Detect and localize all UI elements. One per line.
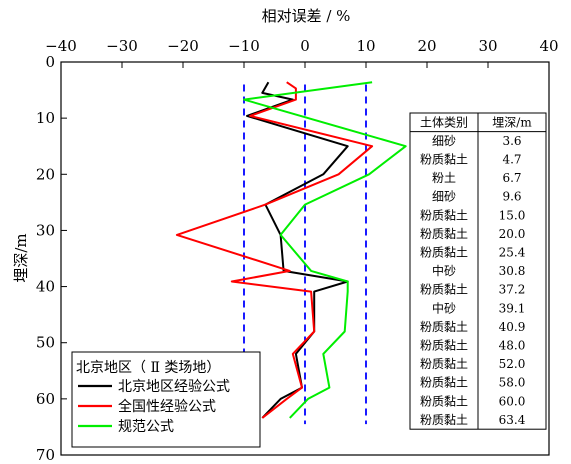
table-cell-soil: 粉质黏土 (420, 376, 468, 390)
table-cell-depth: 20.0 (499, 227, 526, 241)
table-cell-depth: 6.7 (502, 171, 521, 185)
y-tick-label: 20 (36, 165, 55, 183)
table-cell-depth: 58.0 (499, 376, 526, 390)
table-cell-soil: 粉质黏土 (420, 227, 468, 241)
table-cell-soil: 粉质黏土 (420, 283, 468, 297)
x-axis-title: 相对误差 / % (262, 7, 351, 25)
table-cell-soil: 粉质黏土 (420, 357, 468, 371)
table-cell-depth: 30.8 (499, 264, 526, 278)
table-cell-soil: 中砂 (432, 263, 456, 278)
table-cell-depth: 39.1 (499, 301, 526, 315)
table-cell-soil: 粉土 (432, 171, 456, 185)
y-axis-ticks: 0 10 20 30 40 50 60 70 (36, 53, 67, 464)
table-cell-soil: 粉质黏土 (420, 320, 468, 334)
table-cell-soil: 粉质黏土 (420, 394, 468, 408)
table-header-cell: 埋深/m (492, 115, 532, 129)
x-axis-ticks: −40 −30 −20 −10 0 10 20 30 40 (45, 37, 559, 68)
table-header-cell: 土体类别 (420, 115, 468, 129)
soil-depth-table: 土体类别 埋深/m 细砂 3.6 粉质黏土 4.7 粉土 6.7 细砂 9.6 粉质黏土 15.0 粉质… (409, 112, 547, 430)
y-tick-label: 50 (36, 334, 55, 352)
y-tick-label: 40 (36, 278, 55, 296)
table-cell-soil: 细砂 (432, 134, 456, 148)
y-tick-label: 70 (36, 446, 55, 464)
reference-lines (243, 84, 367, 425)
y-tick-label: 30 (36, 221, 55, 239)
table-cell-depth: 4.7 (502, 153, 521, 167)
series-line-2 (243, 81, 407, 419)
series-layer (175, 81, 407, 419)
table-cell-soil: 粉质黏土 (420, 413, 468, 427)
x-tick-label: 40 (539, 37, 558, 55)
table-cell-soil: 中砂 (432, 300, 456, 315)
legend-box (71, 351, 261, 448)
table-cell-soil: 粉质黏土 (420, 208, 468, 222)
table-cell-depth: 48.0 (499, 339, 526, 353)
table-cell-depth: 52.0 (499, 357, 526, 371)
table-cell-depth: 63.4 (499, 413, 526, 427)
x-tick-label: −20 (167, 37, 199, 55)
y-tick-label: 60 (36, 390, 55, 408)
table-cell-depth: 3.6 (502, 134, 521, 148)
x-tick-label: 0 (300, 37, 310, 55)
x-tick-label: 20 (417, 37, 436, 55)
x-tick-label: −10 (228, 37, 260, 55)
table-cell-depth: 9.6 (502, 190, 521, 204)
table-cell-soil: 粉质黏土 (420, 246, 468, 260)
x-tick-label: 30 (478, 37, 497, 55)
x-tick-label: −40 (45, 37, 77, 55)
y-tick-label: 0 (45, 53, 55, 71)
y-tick-label: 10 (36, 109, 55, 127)
table-cell-depth: 15.0 (499, 208, 526, 222)
legend-title: 北京地区（ Ⅱ 类场地） (76, 360, 220, 376)
y-axis-title: 埋深/m (12, 233, 30, 282)
x-tick-label: −30 (106, 37, 138, 55)
legend-label-0: 北京地区经验公式 (118, 379, 230, 395)
table-cell-depth: 40.9 (499, 320, 526, 334)
x-tick-label: 10 (356, 37, 375, 55)
table-cell-soil: 细砂 (432, 190, 456, 204)
table-cell-soil: 粉质黏土 (420, 153, 468, 167)
table-cell-depth: 60.0 (499, 394, 526, 408)
legend-label-1: 全国性经验公式 (118, 398, 216, 415)
table-cell-depth: 25.4 (499, 246, 526, 260)
table-cell-soil: 粉质黏土 (420, 339, 468, 353)
table-cell-depth: 37.2 (499, 283, 526, 297)
legend-label-2: 规范公式 (118, 418, 174, 435)
